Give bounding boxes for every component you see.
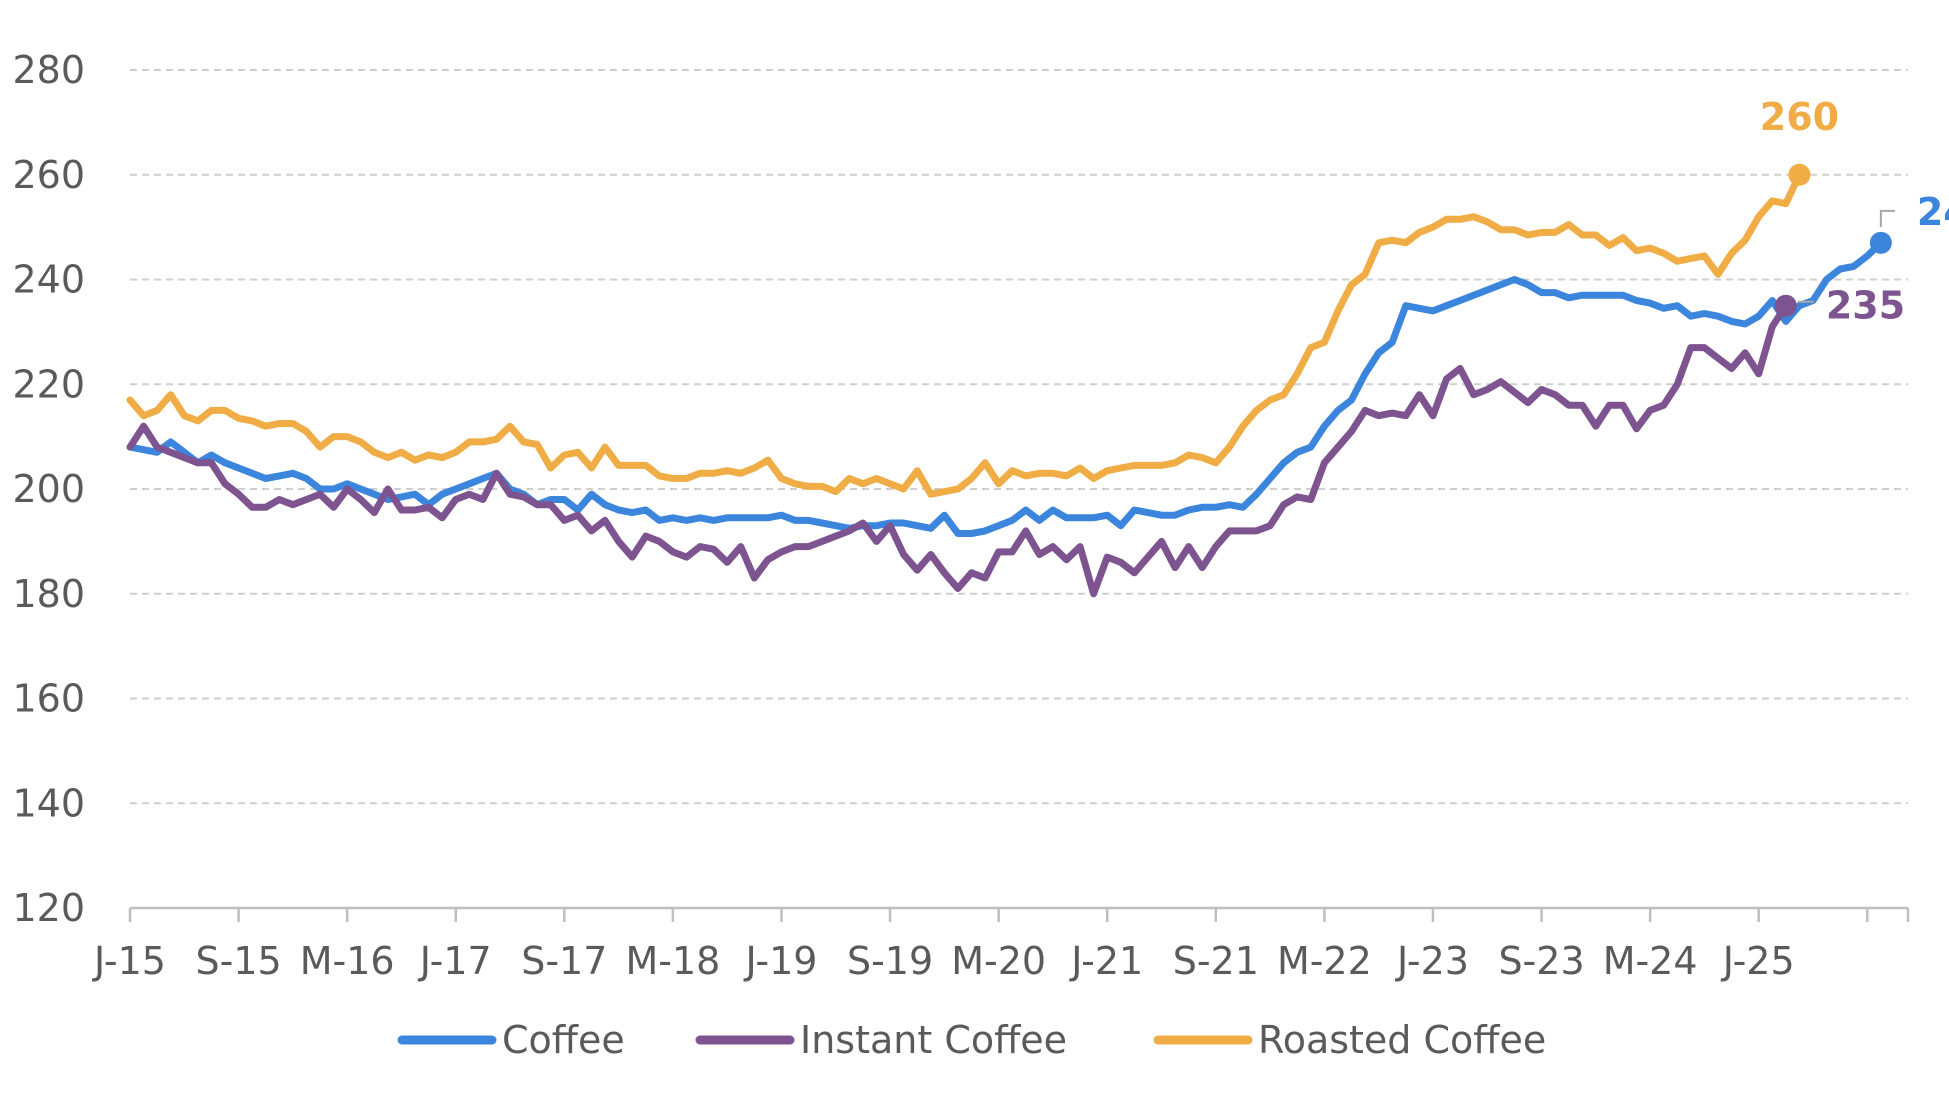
x-tick-label: S-23 <box>1498 939 1584 983</box>
x-tick-label: M-24 <box>1603 939 1698 983</box>
series-line-coffee <box>126 239 1885 537</box>
end-labels: 247 235 260 <box>1760 95 1949 328</box>
x-tick-label: S-21 <box>1173 939 1259 983</box>
y-tick-label: 220 <box>12 362 85 406</box>
y-tick-label: 140 <box>12 781 85 825</box>
y-tick-label: 120 <box>12 886 85 930</box>
end-value-label-instant-coffee: 235 <box>1826 284 1905 328</box>
x-tick-label: M-18 <box>625 939 720 983</box>
series-line-roasted-coffee <box>126 171 1803 498</box>
series-lines <box>126 171 1885 598</box>
x-axis-tick-labels: J-15 S-15 M-16 J-17 S-17 M-18 J-19 S-19 M-20 J-21… <box>92 939 1795 983</box>
end-marker-instant-coffee <box>1774 294 1797 317</box>
y-tick-label: 200 <box>12 467 85 511</box>
legend-label-instant-coffee: Instant Coffee <box>800 1018 1067 1062</box>
x-tick-label: S-19 <box>847 939 933 983</box>
end-value-label-roasted-coffee: 260 <box>1760 95 1839 139</box>
legend-label-roasted-coffee: Roasted Coffee <box>1258 1018 1546 1062</box>
x-tick-label: S-15 <box>195 939 281 983</box>
gridlines <box>130 69 1908 805</box>
legend: Coffee Instant Coffee Roasted Coffee <box>397 1018 1546 1062</box>
y-tick-label: 240 <box>12 258 85 302</box>
end-value-label-coffee: 247 <box>1917 190 1949 234</box>
x-tick-label: J-23 <box>1395 939 1469 983</box>
end-marker-roasted-coffee <box>1788 163 1811 186</box>
x-tick-label: S-17 <box>521 939 607 983</box>
x-tick-label: J-25 <box>1721 939 1795 983</box>
end-marker-coffee <box>1869 231 1892 254</box>
x-tick-label: M-16 <box>300 939 395 983</box>
y-tick-label: 280 <box>12 48 85 92</box>
x-tick-label: J-21 <box>1069 939 1143 983</box>
y-axis-tick-labels: 120 140 160 180 200 220 240 260 280 <box>12 48 85 930</box>
x-tick-label: M-22 <box>1277 939 1372 983</box>
y-tick-label: 180 <box>12 572 85 616</box>
x-tick-label: M-20 <box>951 939 1046 983</box>
series-line-instant-coffee <box>126 302 1790 598</box>
y-tick-label: 160 <box>12 677 85 721</box>
x-axis <box>128 906 1910 922</box>
y-tick-label: 260 <box>12 153 85 197</box>
x-tick-label: J-15 <box>92 939 166 983</box>
x-tick-label: J-17 <box>418 939 492 983</box>
x-tick-label: J-19 <box>744 939 818 983</box>
legend-label-coffee: Coffee <box>502 1018 625 1062</box>
end-label-leader <box>1879 209 1895 227</box>
